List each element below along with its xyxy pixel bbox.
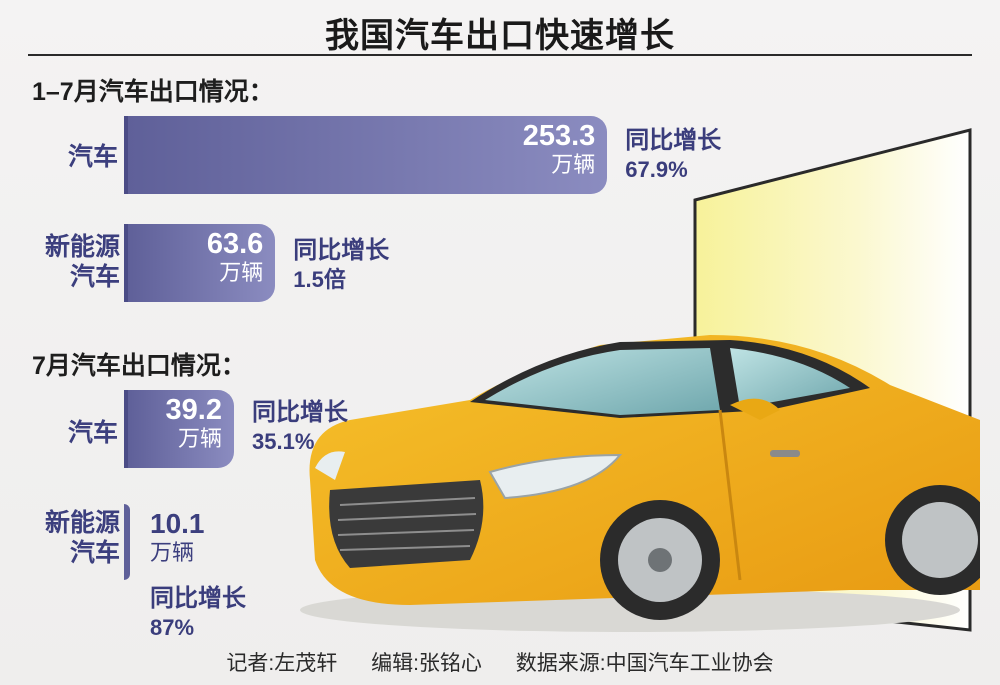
bar-value-label: 10.1 万辆 bbox=[150, 508, 205, 565]
title-divider bbox=[28, 54, 972, 56]
data-source: 数据来源:中国汽车工业协会 bbox=[515, 652, 774, 675]
category-label: 新能源汽车 bbox=[44, 233, 120, 291]
growth-annotation: 同比增长 35.1% bbox=[252, 399, 348, 454]
car-illustration bbox=[300, 128, 980, 632]
reporter-credit: 记者:左茂轩 bbox=[226, 652, 338, 675]
section-heading-jan-jul: 1–7月汽车出口情况： bbox=[32, 78, 274, 106]
bar-car-july: 39.2 万辆 bbox=[124, 390, 234, 468]
editor-credit: 编辑:张铭心 bbox=[371, 652, 482, 675]
growth-annotation: 同比增长 87% bbox=[150, 585, 246, 640]
bar-value-label: 253.3 万辆 bbox=[522, 120, 596, 177]
credits-footer: 记者:左茂轩 编辑:张铭心 数据来源:中国汽车工业协会 bbox=[0, 647, 1000, 677]
category-label: 汽车 bbox=[67, 143, 118, 171]
category-label: 新能源汽车 bbox=[44, 509, 120, 567]
bar-value-label: 39.2 万辆 bbox=[165, 394, 222, 451]
section-heading-july: 7月汽车出口情况： bbox=[32, 352, 246, 380]
page-title: 我国汽车出口快速增长 bbox=[325, 17, 675, 55]
bar-nev-jan-jul: 63.6 万辆 bbox=[124, 224, 276, 302]
category-label: 汽车 bbox=[67, 419, 118, 447]
bar-car-jan-jul: 253.3 万辆 bbox=[124, 116, 608, 194]
growth-annotation: 同比增长 67.9% bbox=[625, 127, 722, 182]
bar-nev-july bbox=[124, 504, 130, 580]
growth-annotation: 同比增长 1.5倍 bbox=[293, 237, 390, 292]
bar-value-label: 63.6 万辆 bbox=[206, 228, 264, 285]
